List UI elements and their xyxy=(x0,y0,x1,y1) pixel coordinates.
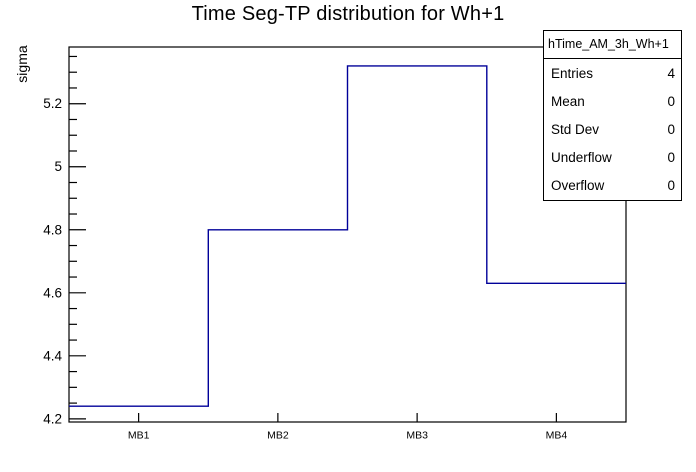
stats-row-value: 0 xyxy=(667,93,675,109)
stats-row-label: Overflow xyxy=(551,178,605,194)
y-tick-label: 4.2 xyxy=(43,411,62,426)
histogram-line xyxy=(69,65,626,407)
stats-row: Entries 4 xyxy=(544,59,681,87)
stats-row-label: Mean xyxy=(551,93,585,109)
stats-box-rows: Entries 4 Mean 0 Std Dev 0 Underflow 0 Overflow 0 xyxy=(544,59,681,200)
x-tick-label: MB1 xyxy=(128,430,150,442)
y-tick-label: 4.8 xyxy=(43,222,62,237)
stats-box-title: hTime_AM_3h_Wh+1 xyxy=(544,31,681,59)
chart-title: Time Seg-TP distribution for Wh+1 xyxy=(191,3,505,25)
stats-row: Std Dev 0 xyxy=(544,115,681,143)
stats-row-value: 0 xyxy=(667,178,675,194)
x-tick-label: MB4 xyxy=(546,430,568,442)
stats-row-label: Underflow xyxy=(551,150,612,166)
stats-row: Mean 0 xyxy=(544,87,681,115)
y-tick-label: 5 xyxy=(54,159,62,174)
x-tick-label: MB3 xyxy=(406,430,428,442)
axes: 4.2 4.4 4.6 4.8 5 5.2 MB1 MB2 MB3 MB4 xyxy=(43,46,627,442)
y-tick-label: 5.2 xyxy=(43,96,62,111)
y-axis-label: sigma xyxy=(14,45,30,83)
stats-row-value: 4 xyxy=(667,65,675,81)
y-tick-label: 4.6 xyxy=(43,285,62,300)
x-tick-label: MB2 xyxy=(267,430,289,442)
stats-row: Underflow 0 xyxy=(544,144,681,172)
y-tick-label: 4.4 xyxy=(43,348,62,363)
stats-row-label: Entries xyxy=(551,65,594,81)
histogram xyxy=(69,65,626,407)
plot-frame xyxy=(68,46,627,423)
stats-box: hTime_AM_3h_Wh+1 Entries 4 Mean 0 Std Dev 0 Un… xyxy=(543,30,682,201)
stats-row-value: 0 xyxy=(667,121,675,137)
stats-row: Overflow 0 xyxy=(544,172,681,200)
stats-row-label: Std Dev xyxy=(551,121,600,137)
stats-row-value: 0 xyxy=(667,150,675,166)
